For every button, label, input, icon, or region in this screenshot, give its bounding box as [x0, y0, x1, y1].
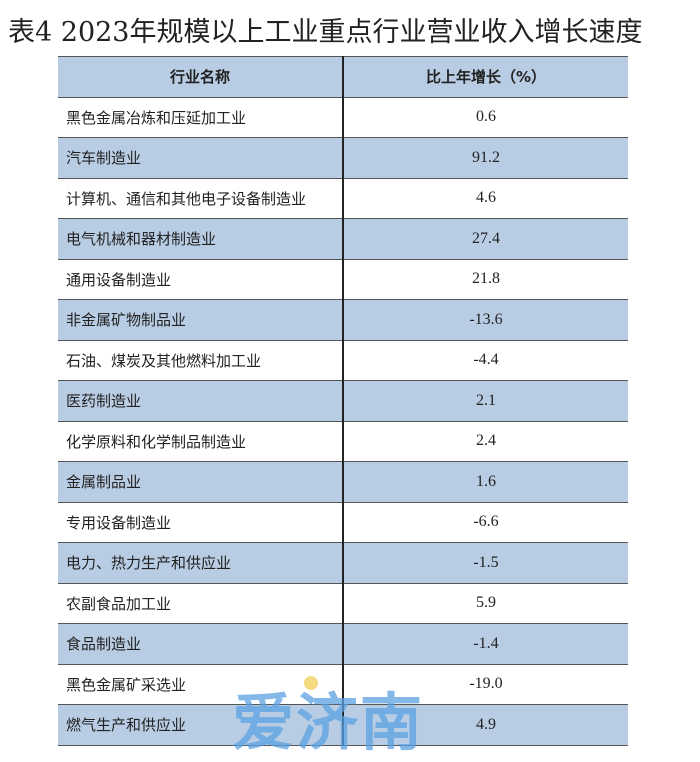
growth-value: -6.6 [343, 501, 628, 543]
growth-value: 0.6 [343, 96, 628, 138]
industry-name: 通用设备制造业 [58, 258, 344, 300]
industry-name: 金属制品业 [58, 461, 344, 502]
growth-value: 4.9 [343, 704, 628, 746]
table-row: 燃气生产和供应业 4.9 [58, 704, 628, 746]
table-row: 石油、煤炭及其他燃料加工业 -4.4 [58, 339, 628, 381]
industry-name: 专用设备制造业 [58, 501, 344, 543]
growth-value: -1.4 [343, 623, 628, 664]
growth-value: 21.8 [343, 258, 628, 300]
industry-name: 电力、热力生产和供应业 [58, 542, 344, 583]
growth-value: -13.6 [343, 299, 628, 340]
growth-value: -1.5 [343, 542, 628, 583]
growth-value: -19.0 [343, 663, 628, 705]
industry-name: 非金属矿物制品业 [58, 299, 344, 340]
industry-name: 石油、煤炭及其他燃料加工业 [58, 339, 344, 381]
page-title: 表4 2023年规模以上工业重点行业营业收入增长速度 [8, 17, 643, 48]
table-header-row: 行业名称 比上年增长（%） [58, 56, 628, 97]
growth-value: -4.4 [343, 339, 628, 381]
industry-name: 农副食品加工业 [58, 582, 344, 624]
growth-value: 5.9 [343, 582, 628, 624]
heart-icon [304, 676, 318, 690]
growth-value: 2.4 [343, 420, 628, 462]
growth-value: 1.6 [343, 461, 628, 502]
industry-name: 电气机械和器材制造业 [58, 218, 344, 259]
table-row: 黑色金属矿采选业 -19.0 [58, 663, 628, 705]
industry-name: 汽车制造业 [58, 137, 344, 178]
industry-name: 医药制造业 [58, 380, 344, 421]
industry-name: 计算机、通信和其他电子设备制造业 [58, 177, 344, 219]
table-row: 电力、热力生产和供应业 -1.5 [58, 542, 628, 583]
industry-revenue-table: 行业名称 比上年增长（%） 黑色金属冶炼和压延加工业 0.6 汽车制造业 91.2 计算… [58, 56, 628, 746]
table-row: 黑色金属冶炼和压延加工业 0.6 [58, 96, 628, 138]
table-row: 汽车制造业 91.2 [58, 137, 628, 178]
growth-value: 4.6 [343, 177, 628, 219]
growth-value: 27.4 [343, 218, 628, 259]
table-row: 专用设备制造业 -6.6 [58, 501, 628, 543]
table-row: 金属制品业 1.6 [58, 461, 628, 502]
table-row: 医药制造业 2.1 [58, 380, 628, 421]
column-header-growth: 比上年增长（%） [343, 56, 628, 97]
table-row: 通用设备制造业 21.8 [58, 258, 628, 300]
industry-name: 食品制造业 [58, 623, 344, 664]
industry-name: 化学原料和化学制品制造业 [58, 420, 344, 462]
growth-value: 2.1 [343, 380, 628, 421]
table-row: 电气机械和器材制造业 27.4 [58, 218, 628, 259]
table-row: 食品制造业 -1.4 [58, 623, 628, 664]
table-row: 农副食品加工业 5.9 [58, 582, 628, 624]
table-row: 计算机、通信和其他电子设备制造业 4.6 [58, 177, 628, 219]
table-row: 非金属矿物制品业 -13.6 [58, 299, 628, 340]
growth-value: 91.2 [343, 137, 628, 178]
industry-name: 燃气生产和供应业 [58, 704, 344, 746]
column-header-industry: 行业名称 [58, 56, 344, 97]
industry-name: 黑色金属冶炼和压延加工业 [58, 96, 344, 138]
table-row: 化学原料和化学制品制造业 2.4 [58, 420, 628, 462]
industry-name: 黑色金属矿采选业 [58, 663, 344, 705]
